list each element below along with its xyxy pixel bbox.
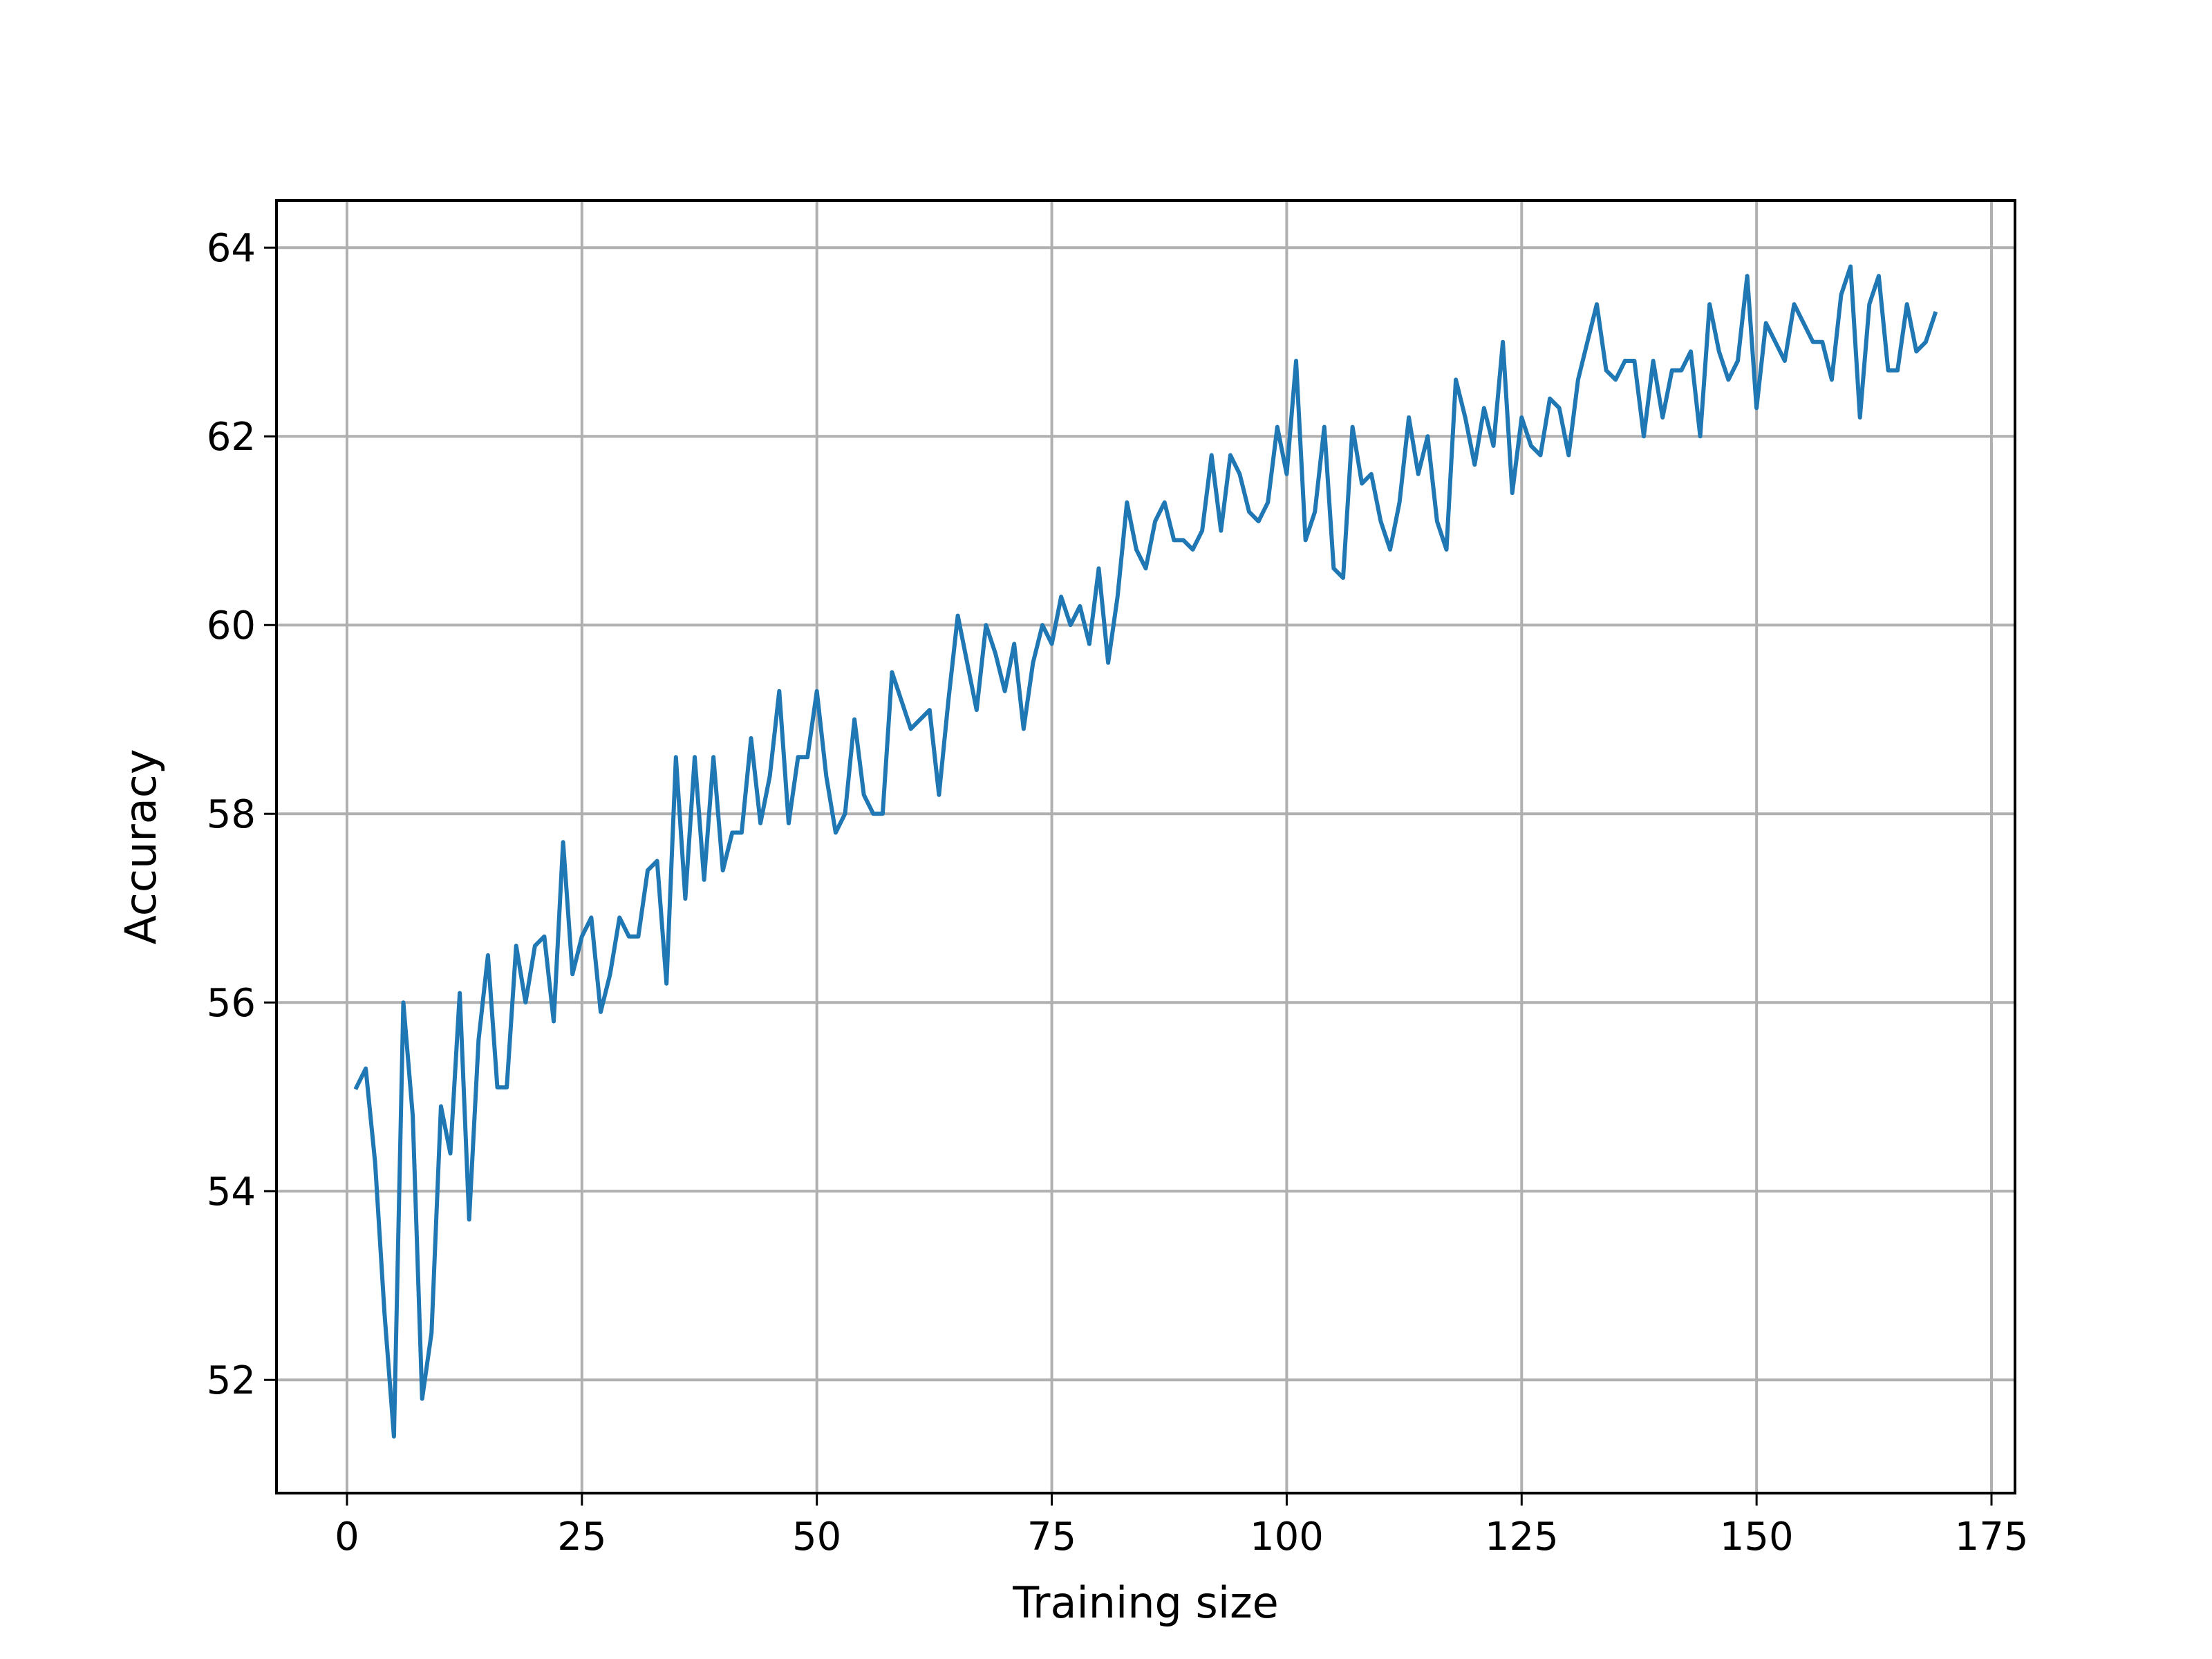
y-tick-label: 54 [207,1170,256,1215]
x-tick-label: 175 [1955,1515,2029,1559]
x-tick-label: 0 [335,1515,359,1559]
x-tick-label: 150 [1720,1515,1794,1559]
y-axis-label: Accuracy [115,749,166,944]
y-tick-label: 64 [207,226,256,271]
x-tick-label: 25 [557,1515,606,1559]
x-tick-label: 50 [792,1515,841,1559]
axis-ticks: 0 25 50 75 100 125 150 175 52 54 56 58 60 62 64 [207,226,2029,1559]
y-tick-label: 60 [207,603,256,648]
y-tick-label: 52 [207,1358,256,1403]
y-tick-label: 58 [207,792,256,837]
accuracy-series-line [353,264,1938,1439]
plot-frame [275,199,2016,1494]
grid [276,200,2015,1493]
plot-data [353,264,1938,1439]
y-tick-label: 62 [207,415,256,460]
x-tick-label: 75 [1027,1515,1076,1559]
x-axis-label: Training size [1012,1577,1279,1628]
x-tick-label: 100 [1250,1515,1324,1559]
y-tick-label: 56 [207,981,256,1026]
x-tick-label: 125 [1485,1515,1559,1559]
